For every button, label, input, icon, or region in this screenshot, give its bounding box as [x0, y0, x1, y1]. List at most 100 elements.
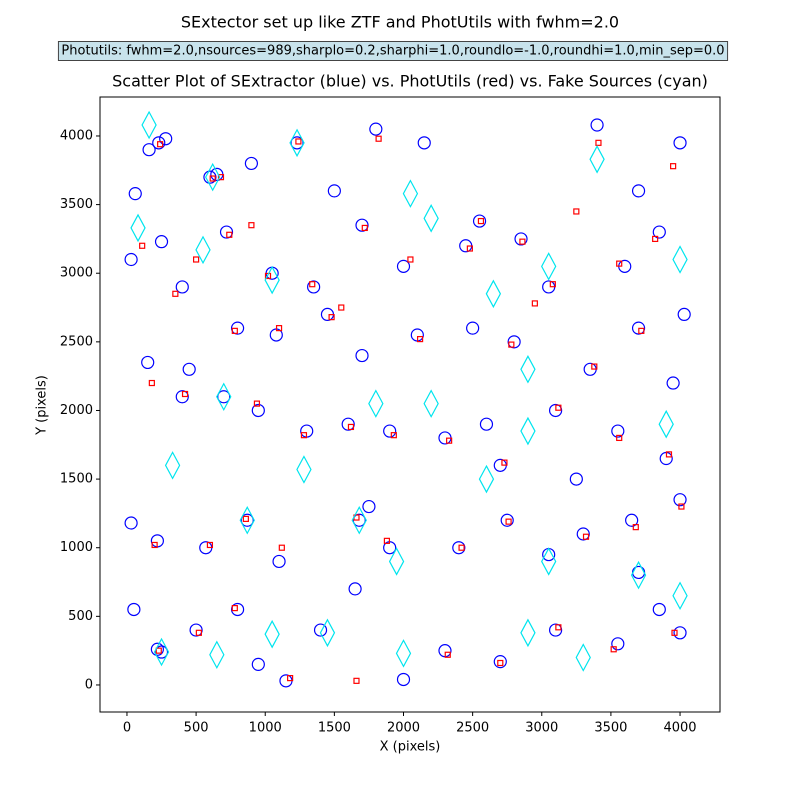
sextractor-point: [383, 424, 397, 438]
fake-source-point: [164, 451, 181, 480]
sextractor-point: [396, 259, 411, 273]
x-tick-label: 500: [184, 721, 209, 736]
axes-title: Scatter Plot of SExtractor (blue) vs. Ph…: [112, 72, 708, 91]
photutils-point: [555, 624, 562, 631]
y-tick-label: 4000: [60, 128, 93, 143]
photutils-point: [616, 434, 623, 442]
x-tick-label: 1500: [318, 721, 351, 736]
photutils-point: [573, 208, 580, 215]
annotation: Photutils: fwhm=2.0,nsources=989,sharplo…: [61, 44, 724, 59]
y-tick-label: 2500: [60, 334, 93, 349]
photutils-point: [549, 281, 556, 288]
photutils-point: [353, 677, 360, 684]
sextractor-point: [631, 321, 646, 335]
photutils-point: [466, 245, 473, 252]
sextractor-point: [142, 143, 156, 157]
fake-source-point: [423, 204, 439, 233]
fake-source-point: [239, 506, 255, 535]
photutils-point: [157, 141, 164, 148]
sextractor-point: [673, 136, 687, 150]
photutils-point: [264, 272, 272, 280]
photutils-point: [519, 238, 526, 245]
sextractor-point: [631, 184, 646, 198]
sextractor-point: [548, 623, 563, 637]
sextractor-point: [327, 184, 341, 198]
photutils-point: [497, 659, 504, 667]
sextractor-point: [355, 218, 369, 232]
sextractor-point: [466, 321, 480, 335]
fake-source-point: [289, 128, 305, 158]
y-tick-label: 2000: [60, 403, 93, 418]
fake-source-point: [388, 547, 405, 576]
x-tick-label: 3000: [525, 721, 558, 736]
photutils-point: [501, 459, 508, 466]
x-tick-label: 1000: [249, 721, 282, 736]
fake-source-point: [195, 235, 211, 265]
photutils-point: [595, 139, 602, 146]
sextractor-point: [348, 582, 362, 596]
sextractor-point: [352, 513, 366, 527]
photutils-point: [444, 651, 451, 658]
fake-source-point: [319, 618, 336, 648]
sextractor-point: [290, 136, 304, 150]
sextractor-point: [548, 403, 563, 418]
photutils-point: [446, 437, 453, 444]
sextractor-point: [631, 565, 646, 580]
photutils-point: [155, 647, 162, 654]
photutils-point: [253, 400, 261, 407]
sextractor-point: [396, 672, 411, 687]
y-tick-label: 3500: [60, 197, 93, 212]
sextractor-point: [479, 417, 494, 431]
photutils-point: [678, 503, 685, 510]
photutils-point: [139, 242, 146, 249]
photutils-point: [226, 231, 233, 238]
sextractor-point: [244, 156, 259, 171]
sextractor-point: [341, 417, 355, 431]
fake-source-point: [672, 581, 688, 611]
x-tick-label: 3500: [594, 721, 627, 736]
sextractor-point: [124, 252, 138, 267]
sextractor-point: [652, 602, 666, 617]
photutils-point: [361, 224, 368, 232]
photutils-point: [148, 379, 155, 387]
photutils-point: [616, 260, 623, 267]
photutils-point: [458, 544, 465, 551]
photutils-point: [195, 629, 202, 636]
sextractor-point: [666, 376, 680, 390]
photutils-point: [300, 432, 308, 439]
sextractor-point: [127, 602, 141, 617]
fake-source-point: [575, 643, 591, 672]
sextractor-point: [189, 623, 203, 637]
y-tick-label: 0: [85, 677, 93, 692]
sextractor-point: [307, 280, 321, 294]
photutils-point: [591, 363, 598, 370]
sextractor-point: [128, 187, 142, 201]
x-tick-label: 2500: [456, 721, 489, 736]
sextractor-point: [175, 280, 189, 294]
photutils-point: [390, 432, 397, 439]
photutils-point: [508, 341, 515, 348]
fake-source-point: [485, 279, 502, 309]
sextractor-point: [673, 626, 687, 640]
x-tick-label: 0: [123, 721, 131, 736]
sextractor-point: [230, 602, 245, 617]
sextractor-point: [152, 136, 166, 150]
photutils-point: [416, 336, 424, 343]
fake-source-point: [402, 179, 419, 208]
sextractor-point: [251, 403, 265, 418]
y-tick-label: 500: [68, 609, 93, 624]
photutils-point: [275, 325, 283, 332]
sextractor-point: [569, 472, 583, 486]
sextractor-point: [175, 390, 189, 404]
sextractor-point: [159, 132, 173, 146]
photutils-point: [231, 327, 238, 334]
photutils-point: [375, 135, 382, 142]
fake-source-point: [658, 409, 674, 439]
fake-source-point: [141, 110, 157, 140]
sextractor-point: [240, 513, 254, 527]
sextractor-point: [182, 362, 196, 376]
photutils-point: [248, 222, 255, 229]
photutils-point: [670, 163, 677, 170]
sextractor-point: [611, 637, 625, 651]
